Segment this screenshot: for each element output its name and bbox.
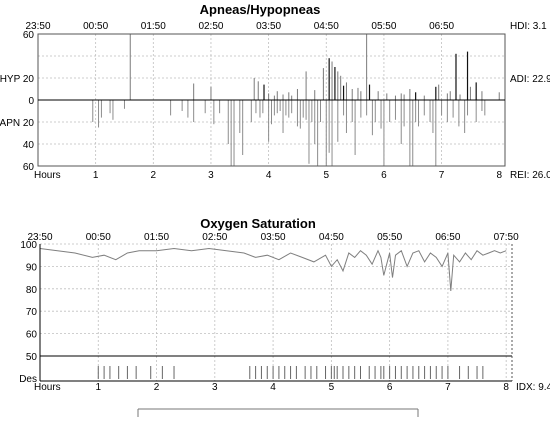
apnea-hour-tick: 3 (208, 170, 214, 181)
oxygen-time-tick: 02:50 (202, 232, 227, 243)
oxygen-hour-ticks: 1 2 3 4 5 6 7 8 (95, 382, 509, 393)
apnea-hour-tick: 8 (496, 170, 502, 181)
apnea-y-ticks: 60 HYP 20 0 APN 20 40 60 (0, 30, 34, 173)
oxygen-hour-tick: 6 (387, 382, 393, 393)
apnea-hour-tick: 1 (93, 170, 99, 181)
apnea-hour-tick: 2 (151, 170, 157, 181)
apnea-y-tick: HYP 20 (0, 74, 34, 85)
oxygen-y-tick: 80 (26, 285, 38, 296)
apnea-y-tick: 0 (28, 96, 34, 107)
rei-label: REI: 26.0 (510, 170, 550, 181)
oxygen-time-tick: 01:50 (144, 232, 169, 243)
hdi-label: HDI: 3.1 (510, 21, 547, 32)
apnea-y-tick: 60 (23, 162, 35, 173)
desaturation-bars (97, 366, 484, 379)
apnea-time-tick: 06:50 (429, 21, 454, 32)
spo2-line (39, 247, 507, 292)
oxygen-time-tick: 00:50 (86, 232, 111, 243)
oxygen-hour-tick: 2 (154, 382, 160, 393)
oxygen-time-tick: 23:50 (27, 232, 52, 243)
oxygen-grid (39, 243, 512, 381)
oxygen-y-tick: 90 (26, 262, 38, 273)
apnea-y-tick: APN 20 (0, 118, 34, 129)
oxygen-series (39, 247, 507, 292)
apnea-chart-title: Apneas/Hypopneas (200, 2, 321, 17)
apnea-grid (37, 34, 505, 166)
apnea-time-tick: 02:50 (198, 21, 223, 32)
adi-label: ADI: 22.9 (510, 74, 550, 85)
apnea-hour-tick: 4 (266, 170, 272, 181)
oxygen-hour-tick: 1 (95, 382, 101, 393)
apnea-hours-label: Hours (34, 170, 61, 181)
oxygen-chart-title: Oxygen Saturation (200, 216, 316, 231)
idx-label: IDX: 9.4 (516, 382, 550, 393)
oxygen-time-tick: 04:50 (319, 232, 344, 243)
oxygen-hour-tick: 7 (445, 382, 451, 393)
oxygen-hour-tick: 5 (329, 382, 335, 393)
apnea-hour-tick: 7 (439, 170, 445, 181)
oxygen-hour-tick: 3 (212, 382, 218, 393)
apnea-time-tick: 05:50 (371, 21, 396, 32)
oxygen-y-tick: Des (19, 374, 37, 385)
oxygen-hour-tick: 4 (270, 382, 276, 393)
oxygen-time-tick: 06:50 (435, 232, 460, 243)
apnea-time-tick: 03:50 (256, 21, 281, 32)
apnea-y-tick: 60 (23, 30, 35, 41)
oxygen-time-ticks: 23:50 00:50 01:50 02:50 03:50 04:50 05:50 06:50… (27, 232, 519, 243)
apnea-time-tick: 04:50 (314, 21, 339, 32)
apnea-hour-tick: 5 (323, 170, 329, 181)
oxygen-y-tick: 70 (26, 307, 38, 318)
apnea-time-tick: 00:50 (83, 21, 108, 32)
oxygen-y-tick: 50 (26, 352, 38, 363)
apnea-y-tick: 40 (23, 140, 35, 151)
oxygen-y-ticks: 100 90 80 70 60 50 Des (19, 240, 37, 385)
oxygen-time-tick: 03:50 (261, 232, 286, 243)
apnea-hour-tick: 6 (381, 170, 387, 181)
apnea-time-ticks: 23:50 00:50 01:50 02:50 03:50 04:50 05:50 06:50 (25, 21, 454, 32)
oxygen-time-tick: 07:50 (494, 232, 519, 243)
oxygen-time-tick: 05:50 (377, 232, 402, 243)
apnea-time-tick: 23:50 (25, 21, 50, 32)
oxygen-y-tick: 60 (26, 330, 38, 341)
oxygen-hour-tick: 8 (503, 382, 509, 393)
apnea-hour-ticks: 1 2 3 4 5 6 7 8 (93, 170, 503, 181)
oxygen-hours-label: Hours (34, 382, 61, 393)
apnea-time-tick: 01:50 (141, 21, 166, 32)
apnea-bars (92, 34, 500, 166)
oxygen-y-tick: 100 (20, 240, 37, 251)
